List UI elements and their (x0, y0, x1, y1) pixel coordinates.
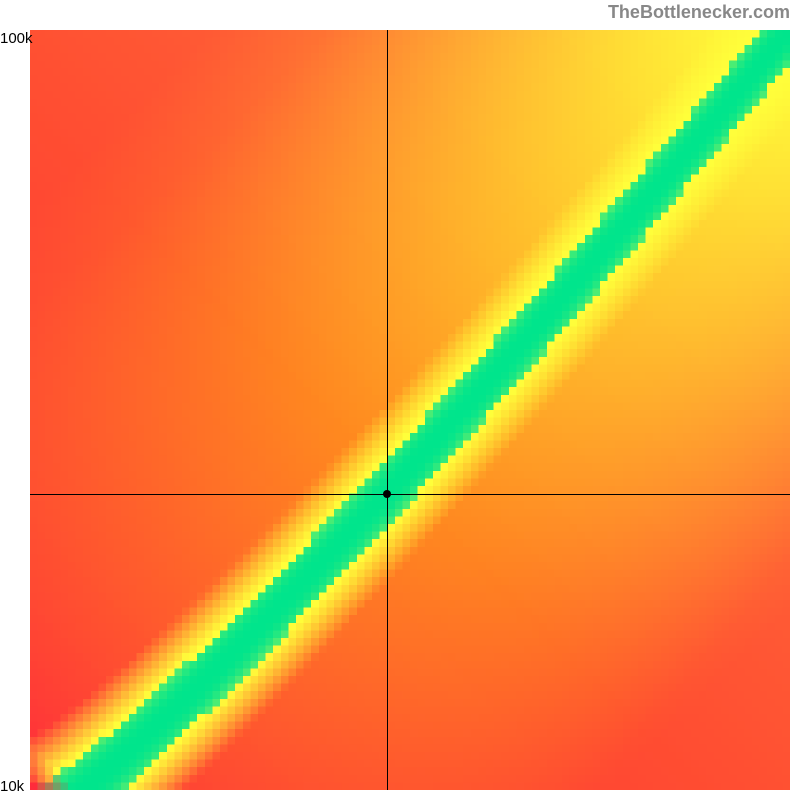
crosshair-vertical (387, 30, 388, 790)
heatmap-canvas (30, 30, 790, 790)
y-axis-bottom-label: 10k (0, 778, 24, 795)
chart-container: TheBottleneсker.com 100k 10k (0, 0, 800, 800)
y-axis-top-label: 100k (0, 30, 33, 47)
crosshair-horizontal (30, 494, 790, 495)
plot-area (30, 30, 790, 790)
marker-dot (383, 490, 391, 498)
attribution-text: TheBottleneсker.com (608, 2, 790, 23)
